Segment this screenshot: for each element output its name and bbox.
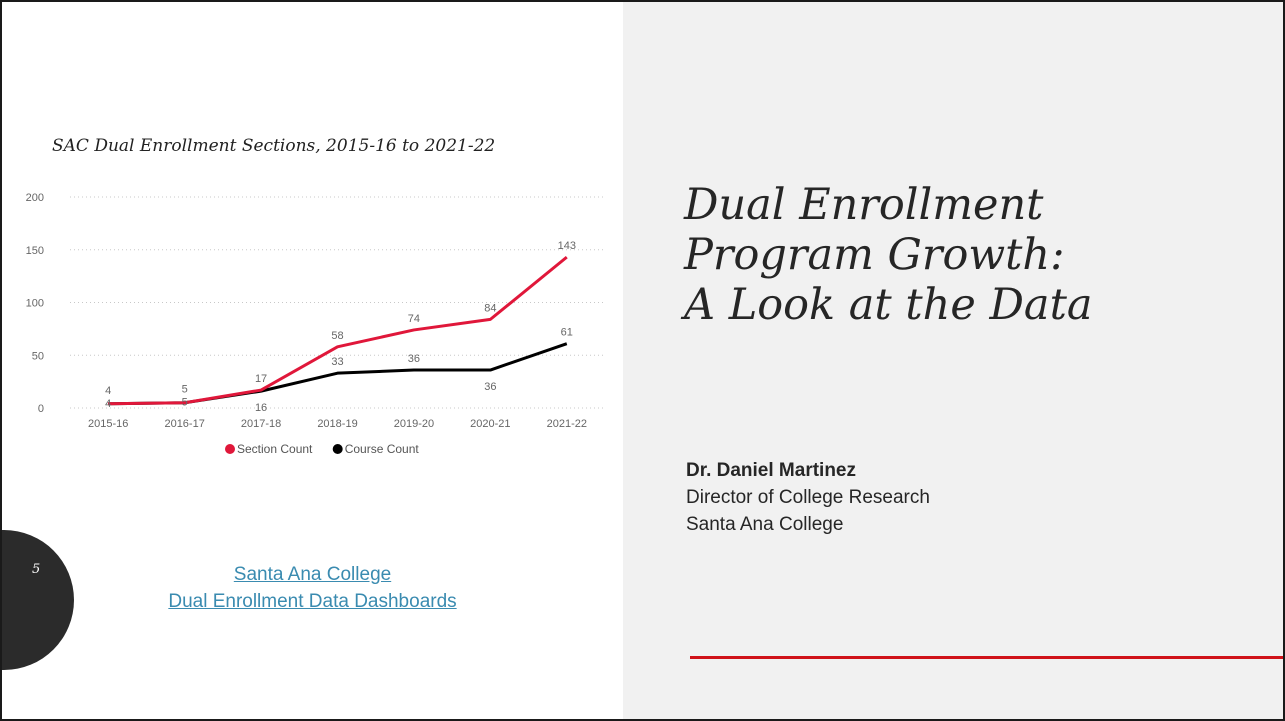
x-tick-label: 2020-21: [470, 418, 510, 430]
y-tick-label: 50: [32, 350, 44, 362]
data-label-section-count: 5: [182, 384, 188, 396]
data-label-course-count: 61: [561, 327, 573, 339]
page-number: 5: [32, 562, 41, 577]
x-tick-label: 2021-22: [547, 418, 587, 430]
x-tick-label: 2019-20: [394, 418, 434, 430]
presenter-organization: Santa Ana College: [686, 514, 844, 535]
presenter-role: Director of College Research: [686, 487, 930, 508]
data-label-section-count: 143: [558, 240, 576, 252]
legend-marker-course-count: [332, 444, 343, 454]
right-pane: [623, 2, 1283, 719]
y-tick-label: 200: [26, 192, 44, 204]
data-label-course-count: 4: [105, 398, 111, 410]
y-tick-label: 100: [26, 298, 44, 310]
data-label-course-count: 16: [255, 402, 267, 414]
x-tick-label: 2015-16: [88, 418, 128, 430]
y-tick-label: 0: [38, 403, 44, 415]
series-line-course-count: [108, 342, 568, 406]
chart-title: SAC Dual Enrollment Sections, 2015-16 to…: [52, 136, 496, 156]
slide-title-line-2: Program Growth:: [684, 230, 1065, 280]
slide-title: Dual Enrollment Program Growth: A Look a…: [684, 180, 1274, 330]
legend-marker-section-count: [225, 444, 235, 454]
data-label-section-count: 4: [105, 385, 111, 397]
x-tick-label: 2016-17: [164, 418, 204, 430]
data-label-course-count: 36: [484, 381, 496, 393]
presenter-name: Dr. Daniel Martinez: [686, 460, 856, 481]
data-label-section-count: 17: [255, 373, 267, 385]
legend-label-section-count: Section Count: [237, 442, 313, 456]
dashboard-links: Santa Ana College Dual Enrollment Data D…: [2, 561, 623, 615]
santa-ana-college-link[interactable]: Santa Ana College: [233, 564, 392, 585]
accent-line: [690, 656, 1283, 659]
legend-label-course-count: Course Count: [345, 442, 420, 456]
slide-title-line-1: Dual Enrollment: [684, 180, 1044, 230]
left-pane: SAC Dual Enrollment Sections, 2015-16 to…: [2, 2, 623, 719]
data-label-section-count: 74: [408, 313, 420, 325]
y-tick-label: 150: [26, 245, 44, 257]
line-chart: 0 50 100 150 200 2015-16 2016-17 2017-18 2018-19…: [26, 192, 605, 456]
slide-title-line-3: A Look at the Data: [684, 280, 1093, 330]
data-label-section-count: 58: [331, 330, 343, 342]
x-tick-label: 2018-19: [317, 418, 357, 430]
data-label-course-count: 36: [408, 353, 420, 365]
data-label-course-count: 5: [182, 397, 188, 409]
presenter-info: Dr. Daniel Martinez Director of College …: [686, 457, 930, 538]
x-tick-label: 2017-18: [241, 418, 281, 430]
series-line-section-count: [108, 255, 568, 406]
data-label-section-count: 84: [484, 302, 496, 314]
dual-enrollment-dashboards-link[interactable]: Dual Enrollment Data Dashboards: [168, 591, 457, 612]
data-label-course-count: 33: [331, 356, 343, 368]
